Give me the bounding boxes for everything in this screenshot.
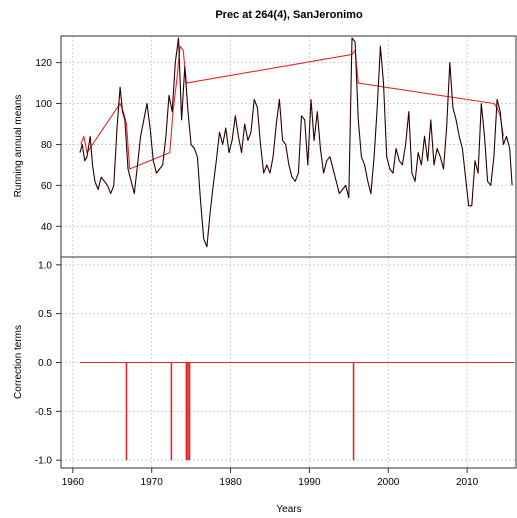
x-axis: 1960 1970 1980 1990 2000 2010 [62, 468, 479, 488]
top-y-axis-label: Running annual means [13, 95, 24, 198]
bottom-panel: -1.0 -0.5 0.0 0.5 1.0 Correction terms [13, 256, 517, 469]
top-panel: 40 60 80 100 120 Running annual means [13, 35, 517, 258]
x-tick-label: 2010 [456, 477, 479, 488]
bottom-y-tick-label: 0.0 [38, 358, 52, 369]
bottom-y-tick-label: 0.5 [38, 309, 52, 320]
top-plot-frame [60, 35, 517, 258]
chart-title: Prec at 264(4), SanJeronimo [215, 9, 363, 21]
bottom-y-tick-label: -0.5 [35, 407, 53, 418]
top-y-tick-label: 40 [41, 222, 53, 233]
bottom-y-tick-label: 1.0 [38, 260, 52, 271]
x-axis-label: Years [276, 504, 301, 515]
x-tick-label: 2000 [377, 477, 400, 488]
x-tick-label: 1970 [141, 477, 164, 488]
bottom-plot-frame [60, 256, 517, 469]
top-y-tick-label: 120 [35, 58, 52, 69]
bottom-y-tick-label: -1.0 [35, 456, 53, 467]
bottom-y-axis-label: Correction terms [13, 325, 24, 399]
x-tick-label: 1990 [298, 477, 321, 488]
x-tick-label: 1980 [219, 477, 242, 488]
top-y-tick-label: 100 [35, 99, 52, 110]
top-series-observed-line [79, 37, 513, 248]
top-y-tick-label: 80 [41, 140, 53, 151]
top-series-adjusted-line [80, 45, 504, 170]
x-tick-label: 1960 [62, 477, 85, 488]
top-y-tick-label: 60 [41, 181, 53, 192]
